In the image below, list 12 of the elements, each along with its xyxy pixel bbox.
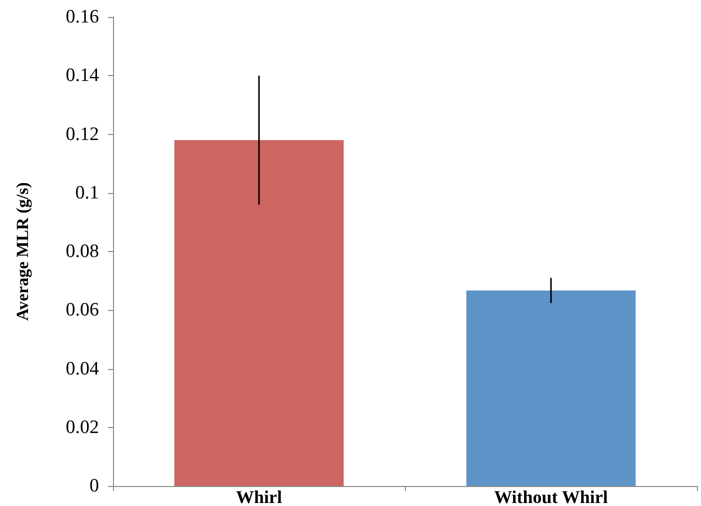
y-tick-label: 0.04 [66,358,100,380]
y-tick-label: 0.08 [66,241,99,262]
y-tick-label: 0.14 [66,65,100,86]
y-tick-label: 0 [90,476,99,496]
x-tick-label: Whirl [236,487,282,506]
x-tick-label: Without Whirl [494,487,608,506]
y-tick-label: 0.1 [75,182,99,204]
y-axis-title: Average MLR (g/s) [13,182,32,321]
y-tick-label: 0.06 [66,300,99,321]
y-tick-label: 0.02 [66,416,99,438]
y-tick-label: 0.16 [66,6,99,28]
y-tick-label: 0.12 [66,124,99,145]
